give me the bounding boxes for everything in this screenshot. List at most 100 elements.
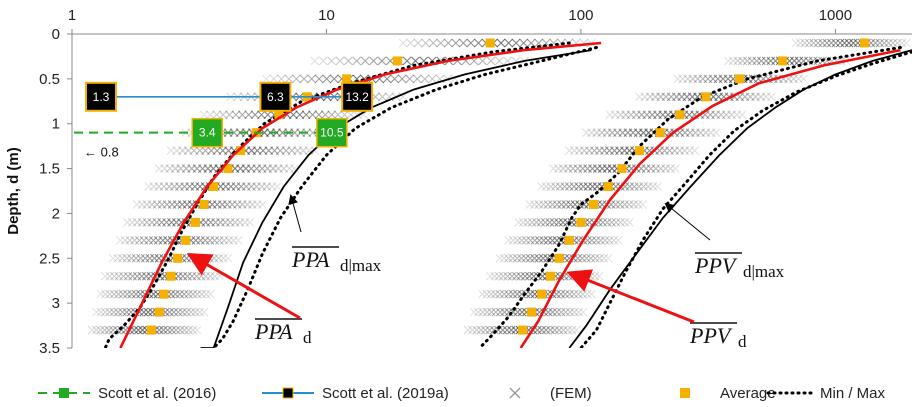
ppa-fem-point <box>225 218 235 227</box>
ppv-fem-point <box>578 307 588 317</box>
ppa-fem-point <box>233 235 243 245</box>
ppa-fem-point <box>264 146 274 156</box>
ppv-fem-point <box>539 235 549 245</box>
scott-2019a-value: 6.3 <box>267 90 284 104</box>
ppa-avg-label-subscript: d <box>303 328 312 347</box>
ppv-fem-point <box>551 182 560 191</box>
ppa-fem-point <box>187 271 197 281</box>
ppv-fem-point <box>624 200 634 209</box>
ppa-fem-point <box>133 325 143 335</box>
ppa-fem-point <box>257 200 267 209</box>
ppa-fem-point <box>188 289 198 299</box>
ppv-fem-point <box>489 325 499 335</box>
ppv-fem-point <box>600 235 610 245</box>
ppa-fem-point <box>250 110 260 120</box>
ppa-fem-point <box>178 146 187 156</box>
ppv-fem-point <box>613 235 623 245</box>
ppa-fem-point <box>175 325 185 335</box>
ppv-fem-point <box>485 271 495 281</box>
ppv-average-point <box>537 289 547 299</box>
ppv-fem-point <box>568 164 578 173</box>
ppa-fem-point <box>413 38 423 48</box>
plot-area <box>87 38 912 348</box>
ppa-fem-point <box>390 74 400 84</box>
ppv-fem-point <box>565 307 575 317</box>
ppv-fem-point <box>472 325 482 335</box>
ppv-average-point <box>675 110 685 120</box>
ppa-average-point <box>181 235 191 245</box>
ppa-fem-point <box>105 271 115 281</box>
ppa-fem-point <box>340 110 349 120</box>
ppa-fem-point <box>118 307 127 317</box>
ppa-fem-point <box>137 200 147 209</box>
ppv-fem-point <box>532 218 541 227</box>
ppa-fem-point <box>236 182 246 191</box>
ppv-fem-point <box>578 289 588 299</box>
ppa-fem-point <box>122 253 132 263</box>
ppa-fem-point <box>169 182 179 191</box>
ppa-fem-point <box>164 182 174 191</box>
ppv-fem-point <box>564 182 574 191</box>
ppa-fem-point <box>436 38 446 48</box>
ppa-fem-point <box>310 146 320 156</box>
ppa-fem-point <box>109 307 119 317</box>
legend-scott-2019a-marker <box>282 387 294 399</box>
ppv-fem-point <box>893 38 902 48</box>
ppv-average-point <box>546 271 556 281</box>
ppv-fem-point <box>498 271 508 281</box>
ppv-fem-point <box>525 200 535 209</box>
ppv-fem-point <box>680 146 690 156</box>
ppv-fem-point <box>552 307 562 317</box>
ppv-fem-point <box>607 218 617 227</box>
ppa-fem-point <box>191 235 201 245</box>
ppv-fem-point <box>822 38 832 48</box>
ppa-fem-point <box>257 182 267 191</box>
ppa-average-point <box>223 164 233 174</box>
scott-2019a-box <box>84 81 117 112</box>
scott-2016-value: 10.5 <box>320 126 344 140</box>
ppa-fem-point <box>169 307 179 317</box>
ppv-average-point <box>603 182 613 192</box>
ppa-fem-point <box>310 56 320 66</box>
ppv-fem-point <box>602 128 612 138</box>
y-tick-label: 1.5 <box>39 161 60 178</box>
ppv-fem-point <box>685 146 695 156</box>
ppv-fem-point <box>480 325 490 335</box>
ppa-fem-point <box>352 56 362 66</box>
ppv-fem-point <box>756 92 766 102</box>
legend-scott-2016-marker <box>59 388 69 398</box>
ppv-fem-point <box>574 307 584 317</box>
ppa-fem-point <box>201 146 210 156</box>
ppa-fem-point <box>136 253 146 263</box>
ppa-fem-point <box>229 235 238 245</box>
ppv-fem-point <box>482 307 492 317</box>
ppv-fem-point <box>555 182 565 191</box>
ppv-fem-point <box>560 182 570 191</box>
ppv-fem-point <box>656 92 666 102</box>
ppa-fem-point <box>267 182 277 191</box>
ppa-fem-point <box>269 74 279 84</box>
ppv-fem-point <box>809 38 819 48</box>
ppv-average-point <box>518 325 528 335</box>
ppa-fem-point <box>131 253 141 263</box>
ppv-fem-point <box>578 182 588 191</box>
ppv-fem-point <box>711 128 721 138</box>
ppa-fem-point <box>96 325 105 335</box>
ppa-fem-point <box>152 200 162 209</box>
ppa-fem-point <box>205 110 215 120</box>
ppv-fem-point <box>521 235 531 245</box>
ppv-fem-point <box>487 307 496 317</box>
ppv-fem-point <box>561 200 571 209</box>
ppv-avg-label-subscript: d <box>738 332 747 351</box>
ppv-fem-point <box>463 325 473 335</box>
ppv-fem-point <box>508 289 518 299</box>
ppa-fem-point <box>270 146 279 156</box>
ppv-fem-point <box>529 200 539 209</box>
scott-2016-value: 3.4 <box>199 126 216 140</box>
ppa-fem-point <box>167 325 177 335</box>
ppv-fem-point <box>511 271 521 281</box>
ppv-fem-point <box>545 218 555 227</box>
ppv-fem-point <box>525 253 535 263</box>
ppa-fem-point <box>154 182 164 191</box>
